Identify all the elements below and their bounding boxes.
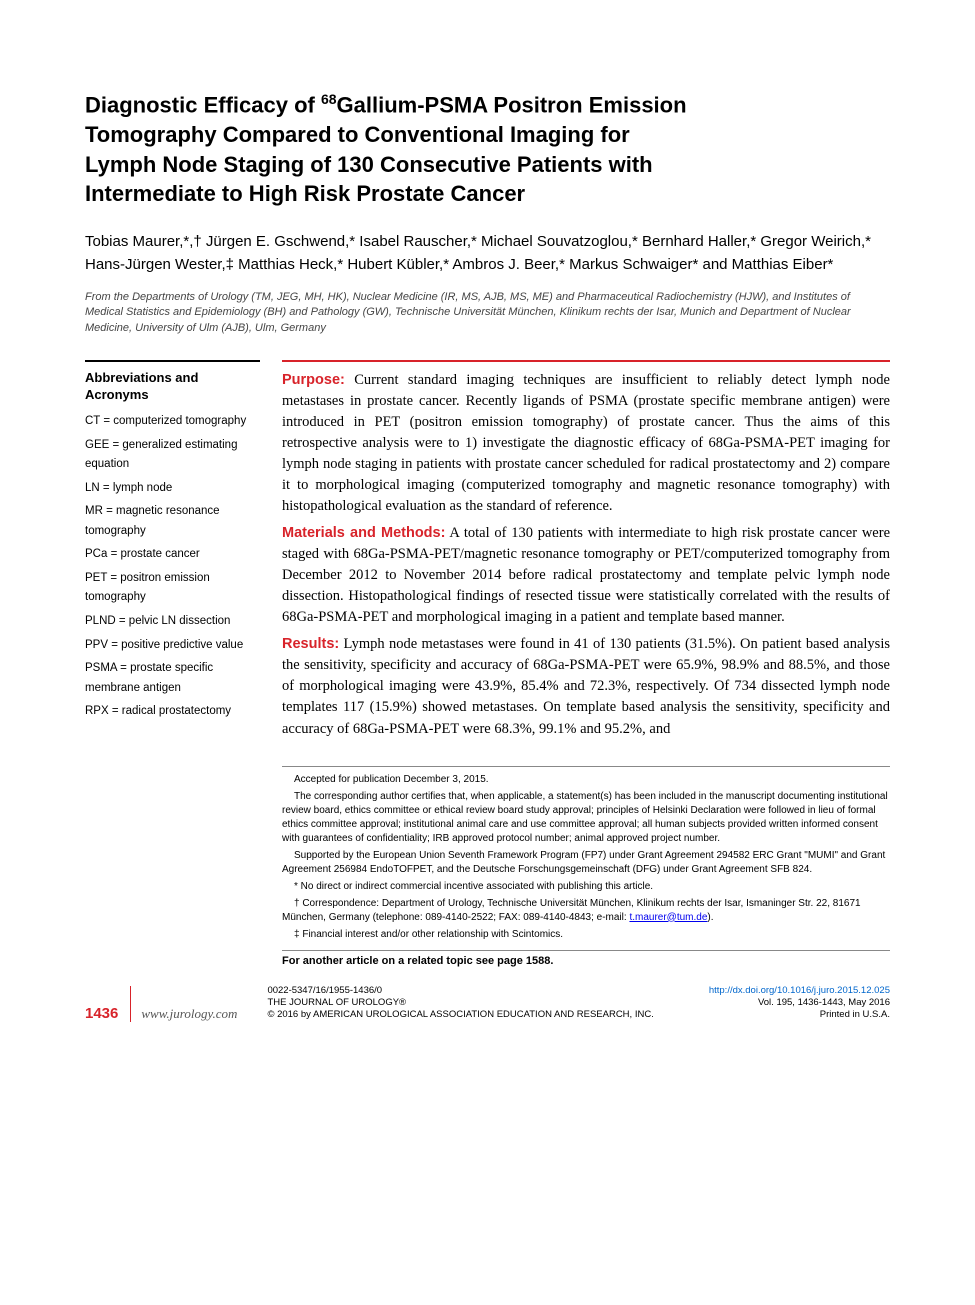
- abbrev-item: LN = lymph node: [85, 479, 260, 499]
- abbrev-item: PPV = positive predictive value: [85, 636, 260, 656]
- abbrev-item: PLND = pelvic LN dissection: [85, 612, 260, 632]
- footnote-supported: Supported by the European Union Seventh …: [282, 849, 890, 877]
- journal-website[interactable]: www.jurology.com: [141, 1006, 237, 1022]
- abbrev-item: CT = computerized tomography: [85, 412, 260, 432]
- copyright: © 2016 by AMERICAN UROLOGICAL ASSOCIATIO…: [267, 1009, 708, 1021]
- abbreviation-list: CT = computerized tomography GEE = gener…: [85, 412, 260, 722]
- abbrev-item: GEE = generalized estimating equation: [85, 436, 260, 475]
- printed-in: Printed in U.S.A.: [709, 1009, 890, 1021]
- abbrev-term: PSMA: [85, 662, 117, 674]
- abbrev-term: MR: [85, 505, 103, 517]
- affiliations: From the Departments of Urology (TM, JEG…: [85, 290, 890, 336]
- main-content: Abbreviations and Acronyms CT = computer…: [85, 360, 890, 745]
- volume-info: Vol. 195, 1436-1443, May 2016: [709, 997, 890, 1009]
- purpose-label: Purpose:: [282, 372, 345, 388]
- abbrev-def: positive predictive value: [121, 639, 243, 651]
- title-part-2: Tomography Compared to Conventional Imag…: [85, 122, 630, 147]
- author-list: Tobias Maurer,*,† Jürgen E. Gschwend,* I…: [85, 231, 890, 276]
- doi-link[interactable]: http://dx.doi.org/10.1016/j.juro.2015.12…: [709, 985, 890, 996]
- footer-divider: [130, 986, 131, 1022]
- abbrev-term: PET: [85, 572, 107, 584]
- abstract: Purpose: Current standard imaging techni…: [282, 360, 890, 745]
- dagger-end: ).: [707, 912, 713, 923]
- title-super: 68: [321, 91, 337, 107]
- title-part-4: Intermediate to High Risk Prostate Cance…: [85, 181, 525, 206]
- article-title: Diagnostic Efficacy of 68Gallium-PSMA Po…: [85, 90, 890, 209]
- abbreviations-sidebar: Abbreviations and Acronyms CT = computer…: [85, 360, 260, 745]
- footnote-certifies: The corresponding author certifies that,…: [282, 790, 890, 846]
- footnote-star: * No direct or indirect commercial incen…: [282, 880, 890, 894]
- title-part-3: Lymph Node Staging of 130 Consecutive Pa…: [85, 152, 653, 177]
- title-part-1: Diagnostic Efficacy of: [85, 92, 321, 117]
- abbrev-item: PET = positron emission tomography: [85, 569, 260, 608]
- abbrev-term: CT: [85, 415, 100, 427]
- journal-name: THE JOURNAL OF UROLOGY®: [267, 997, 708, 1009]
- abbrev-def: radical prostatectomy: [122, 705, 231, 717]
- title-part-1b: Gallium-PSMA Positron Emission: [337, 92, 687, 117]
- abbrev-def: lymph node: [113, 482, 172, 494]
- abbrev-term: LN: [85, 482, 100, 494]
- issn: 0022-5347/16/1955-1436/0: [267, 985, 708, 997]
- abbrev-term: PLND: [85, 615, 116, 627]
- sidebar-title: Abbreviations and Acronyms: [85, 370, 260, 404]
- abbrev-def: pelvic LN dissection: [129, 615, 231, 627]
- page-footer: 1436 www.jurology.com 0022-5347/16/1955-…: [85, 985, 890, 1022]
- footnotes: Accepted for publication December 3, 201…: [282, 766, 890, 942]
- footnote-accepted: Accepted for publication December 3, 201…: [282, 773, 890, 787]
- footnote-correspondence: † Correspondence: Department of Urology,…: [282, 897, 890, 925]
- abbrev-item: RPX = radical prostatectomy: [85, 702, 260, 722]
- abstract-methods: Materials and Methods: A total of 130 pa…: [282, 523, 890, 628]
- abbrev-item: MR = magnetic resonance tomography: [85, 502, 260, 541]
- page-number: 1436: [85, 1005, 118, 1022]
- abstract-purpose: Purpose: Current standard imaging techni…: [282, 370, 890, 517]
- footnote-ddagger: ‡ Financial interest and/or other relati…: [282, 928, 890, 942]
- abbrev-def: computerized tomography: [113, 415, 246, 427]
- abbrev-def: magnetic resonance tomography: [85, 505, 220, 537]
- abstract-results: Results: Lymph node metastases were foun…: [282, 634, 890, 739]
- correspondence-email[interactable]: t.maurer@tum.de: [629, 912, 707, 923]
- abbrev-term: PCa: [85, 548, 107, 560]
- footer-center: 0022-5347/16/1955-1436/0 THE JOURNAL OF …: [267, 985, 708, 1022]
- abbrev-item: PCa = prostate cancer: [85, 545, 260, 565]
- dagger-text: † Correspondence: Department of Urology,…: [282, 898, 861, 923]
- results-label: Results:: [282, 636, 339, 652]
- abbrev-term: PPV: [85, 639, 108, 651]
- related-article-note: For another article on a related topic s…: [282, 950, 890, 967]
- methods-label: Materials and Methods:: [282, 525, 445, 541]
- abbrev-def: prostate cancer: [120, 548, 199, 560]
- abbrev-item: PSMA = prostate specific membrane antige…: [85, 659, 260, 698]
- purpose-text: Current standard imaging techniques are …: [282, 372, 890, 514]
- abbrev-term: GEE: [85, 439, 109, 451]
- footer-right: http://dx.doi.org/10.1016/j.juro.2015.12…: [709, 985, 890, 1022]
- results-text: Lymph node metastases were found in 41 o…: [282, 636, 890, 736]
- abbrev-term: RPX: [85, 705, 109, 717]
